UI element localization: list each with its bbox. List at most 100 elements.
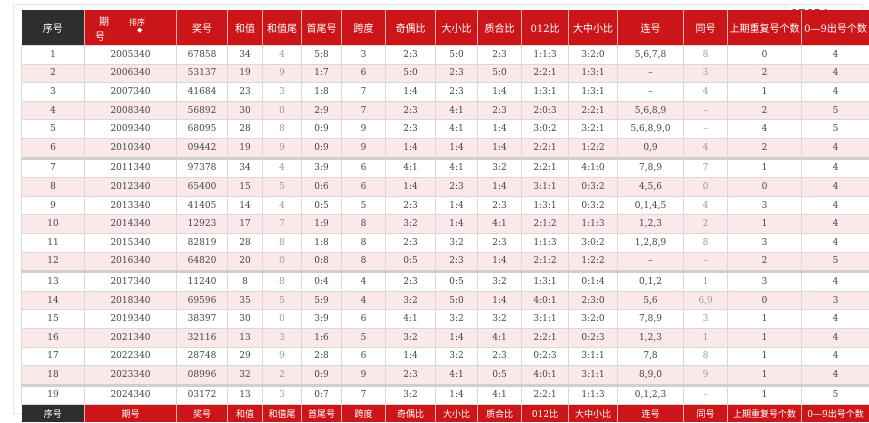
- cell-repeat: 1: [727, 327, 802, 348]
- table-row: 3 2007340 41684 23 3 1:8 7 1:4 2:3 1:4 1:3:1 1:3:1–…: [21, 82, 869, 102]
- cell-sum: 17: [227, 214, 263, 234]
- cell-r012: 3:0:2: [521, 119, 569, 139]
- cell-r012: 4:0:1: [521, 290, 569, 311]
- footer-012-ratio: 012比: [521, 404, 569, 423]
- cell-same: 4: [683, 137, 728, 159]
- cell-sum-tail: 8: [262, 270, 302, 292]
- cell-prime-comp: 1:4: [477, 251, 522, 273]
- cell-repeat: 3: [727, 195, 802, 216]
- cell-odd-even: 0:5: [385, 251, 436, 273]
- header-odd-even: 奇偶比: [385, 10, 436, 46]
- cell-consec: 1,2,3: [617, 214, 684, 234]
- cell-same: 1: [683, 327, 728, 348]
- cell-same: –: [683, 251, 728, 273]
- cell-repeat: 0: [727, 45, 802, 65]
- cell-consec: 4,5,6: [617, 177, 684, 197]
- cell-span: 8: [341, 251, 386, 273]
- cell-appear: 4: [801, 63, 869, 84]
- cell-r012: 3:1:1: [521, 177, 569, 197]
- cell-sum-tail: 4: [262, 45, 302, 65]
- cell-issue: 2016340: [84, 251, 177, 273]
- cell-r012: 2:2:1: [521, 327, 569, 348]
- cell-sum-tail: 3: [262, 327, 302, 348]
- cell-repeat: 1: [727, 365, 802, 386]
- cell-big-small: 4:1: [435, 100, 478, 121]
- footer-sum: 和值: [227, 404, 263, 423]
- cell-odd-even: 1:4: [385, 177, 436, 197]
- cell-appear: 4: [801, 82, 869, 102]
- cell-prime-comp: 0:5: [477, 365, 522, 386]
- sort-arrow-icon[interactable]: ◆: [137, 26, 143, 34]
- cell-sum: 30: [227, 100, 263, 121]
- footer-seq: 序号: [21, 404, 85, 423]
- cell-appear: 4: [801, 45, 869, 65]
- cell-lmh: 0:2:3: [568, 327, 618, 348]
- cell-issue: 2010340: [84, 137, 177, 159]
- cell-span: 7: [341, 82, 386, 102]
- table-row: 15 2019340 38397 30 0 3:9 6 4:1 3:2 3:2 3:1:1 3:2:0…: [21, 309, 869, 329]
- table-row: 10 2014340 12923 17 7 1:9 8 3:2 1:4 4:1 2:1:2 1:1:3…: [21, 214, 869, 234]
- cell-big-small: 2:3: [435, 177, 478, 197]
- footer-prime-composite: 质合比: [477, 404, 522, 423]
- cell-consec: 0,1,2,3: [617, 383, 684, 406]
- footer-consecutive: 连号: [617, 404, 684, 423]
- cell-head-tail: 1:8: [301, 232, 342, 253]
- table-body: 1 2005340 67858 34 4 5:8 3 2:3 5:0 2:3 1:1:3 3:2:0 5…: [21, 45, 869, 406]
- cell-appear: 4: [801, 232, 869, 253]
- table-row: 13 2017340 11240 8 8 0:4 4 2:3 0:5 3:2 1:3:1 0:1:4 0…: [21, 270, 869, 292]
- table-row: 17 2022340 28748 29 9 2:8 6 1:4 3:2 2:3 0:2:3 3:1:1…: [21, 346, 869, 367]
- cell-lmh: 1:3:1: [568, 63, 618, 84]
- cell-sum: 28: [227, 119, 263, 139]
- cell-issue: 2013340: [84, 195, 177, 216]
- header-issue[interactable]: 期 号 排序 ◆: [84, 10, 177, 46]
- cell-issue: 2007340: [84, 82, 177, 102]
- cell-same: 4: [683, 82, 728, 102]
- cell-repeat: 1: [727, 383, 802, 406]
- cell-sum-tail: 8: [262, 232, 302, 253]
- cell-sum: 20: [227, 251, 263, 273]
- cell-number: 64820: [176, 251, 228, 273]
- cell-head-tail: 5:8: [301, 45, 342, 65]
- cell-head-tail: 3:9: [301, 309, 342, 329]
- cell-consec: –: [617, 63, 684, 84]
- cell-lmh: 3:2:0: [568, 309, 618, 329]
- cell-prime-comp: 4:1: [477, 327, 522, 348]
- cell-same: 9: [683, 365, 728, 386]
- cell-issue: 2014340: [84, 214, 177, 234]
- cell-appear: 4: [801, 365, 869, 386]
- cell-head-tail: 0:9: [301, 365, 342, 386]
- cell-sum-tail: 8: [262, 119, 302, 139]
- cell-seq: 7: [21, 156, 85, 179]
- cell-big-small: 3:2: [435, 309, 478, 329]
- cell-repeat: 1: [727, 214, 802, 234]
- cell-prime-comp: 4:1: [477, 214, 522, 234]
- cell-span: 4: [341, 290, 386, 311]
- cell-span: 3: [341, 45, 386, 65]
- footer-same: 同号: [683, 404, 728, 423]
- cell-big-small: 4:1: [435, 365, 478, 386]
- cell-sum-tail: 9: [262, 63, 302, 84]
- cell-sum: 30: [227, 309, 263, 329]
- cell-repeat: 2: [727, 63, 802, 84]
- cell-odd-even: 2:3: [385, 100, 436, 121]
- cell-appear: 4: [801, 309, 869, 329]
- header-large-medium-small: 大中小比: [568, 10, 618, 46]
- footer-number: 奖号: [176, 404, 228, 423]
- table-row: 14 2018340 69596 35 5 5:9 4 3:2 5:0 1:4 4:0:1 2:3:0…: [21, 290, 869, 311]
- cell-big-small: 2:3: [435, 251, 478, 273]
- cell-appear: 4: [801, 346, 869, 367]
- cell-span: 5: [341, 195, 386, 216]
- cell-span: 6: [341, 177, 386, 197]
- cell-appear: 4: [801, 214, 869, 234]
- cell-r012: 1:3:1: [521, 195, 569, 216]
- cell-sum: 23: [227, 82, 263, 102]
- cell-seq: 16: [21, 327, 85, 348]
- cell-sum: 19: [227, 137, 263, 159]
- cell-number: 53137: [176, 63, 228, 84]
- cell-head-tail: 3:9: [301, 156, 342, 179]
- sort-button[interactable]: 排序: [129, 18, 145, 27]
- cell-prime-comp: 3:2: [477, 156, 522, 179]
- cell-issue: 2017340: [84, 270, 177, 292]
- cell-big-small: 2:3: [435, 82, 478, 102]
- cell-r012: 1:3:1: [521, 82, 569, 102]
